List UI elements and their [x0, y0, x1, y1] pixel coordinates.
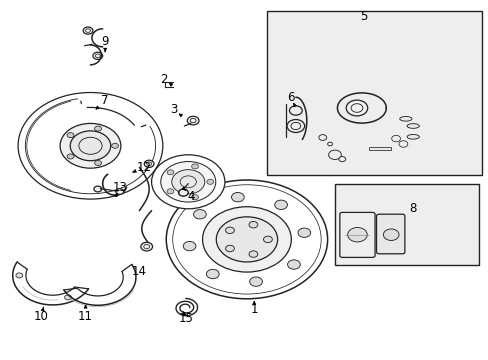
Text: 13: 13 [112, 181, 127, 194]
Circle shape [225, 227, 234, 234]
Circle shape [287, 260, 300, 269]
Text: 14: 14 [132, 265, 146, 278]
Ellipse shape [406, 124, 418, 129]
Bar [266, 11, 481, 175]
Circle shape [297, 228, 310, 237]
Circle shape [93, 52, 102, 59]
Circle shape [67, 154, 74, 159]
Circle shape [206, 269, 219, 279]
Text: 1: 1 [250, 303, 258, 316]
Circle shape [216, 217, 277, 262]
FancyBboxPatch shape [376, 214, 404, 254]
Circle shape [167, 189, 174, 194]
Circle shape [274, 200, 287, 210]
Text: 9: 9 [101, 35, 109, 48]
Circle shape [167, 170, 174, 175]
Circle shape [187, 116, 199, 125]
Circle shape [161, 162, 215, 202]
Circle shape [94, 186, 102, 192]
Text: 4: 4 [186, 190, 194, 203]
Circle shape [249, 277, 262, 286]
Circle shape [67, 132, 74, 138]
Text: 11: 11 [78, 310, 93, 323]
Text: 12: 12 [137, 161, 151, 174]
Bar [368, 147, 390, 150]
Circle shape [338, 157, 345, 162]
Text: 5: 5 [360, 10, 367, 23]
Bar [334, 184, 478, 265]
Text: 3: 3 [169, 103, 177, 116]
Circle shape [95, 161, 102, 166]
Circle shape [116, 189, 123, 194]
Text: 10: 10 [34, 310, 49, 323]
Circle shape [60, 123, 121, 168]
Circle shape [383, 229, 398, 240]
Circle shape [178, 189, 188, 196]
Circle shape [171, 170, 204, 194]
Circle shape [327, 142, 332, 146]
Circle shape [95, 126, 102, 131]
Circle shape [141, 242, 152, 251]
Text: 2: 2 [160, 73, 167, 86]
Circle shape [263, 236, 272, 243]
FancyBboxPatch shape [339, 212, 374, 257]
Circle shape [206, 179, 213, 184]
Circle shape [166, 180, 327, 299]
Circle shape [202, 207, 291, 272]
Circle shape [191, 164, 198, 169]
Ellipse shape [399, 117, 411, 121]
Circle shape [64, 295, 71, 300]
Circle shape [183, 242, 196, 251]
Circle shape [286, 120, 304, 132]
Circle shape [328, 150, 341, 159]
Circle shape [111, 143, 118, 148]
Circle shape [70, 131, 110, 161]
Circle shape [225, 245, 234, 252]
Circle shape [144, 160, 154, 167]
Circle shape [398, 141, 407, 147]
Circle shape [231, 193, 244, 202]
Ellipse shape [406, 135, 418, 139]
Circle shape [347, 228, 366, 242]
Circle shape [151, 155, 224, 209]
Circle shape [193, 210, 206, 219]
Circle shape [391, 135, 400, 142]
Circle shape [346, 100, 367, 116]
Circle shape [191, 195, 198, 200]
Circle shape [318, 135, 326, 140]
Text: 7: 7 [101, 94, 109, 107]
Circle shape [289, 106, 302, 115]
Text: 8: 8 [408, 202, 416, 215]
Text: 6: 6 [286, 91, 294, 104]
Text: 15: 15 [178, 312, 193, 325]
Circle shape [18, 93, 163, 199]
Circle shape [16, 273, 22, 278]
Circle shape [83, 27, 93, 34]
Circle shape [248, 251, 257, 257]
Circle shape [248, 221, 257, 228]
